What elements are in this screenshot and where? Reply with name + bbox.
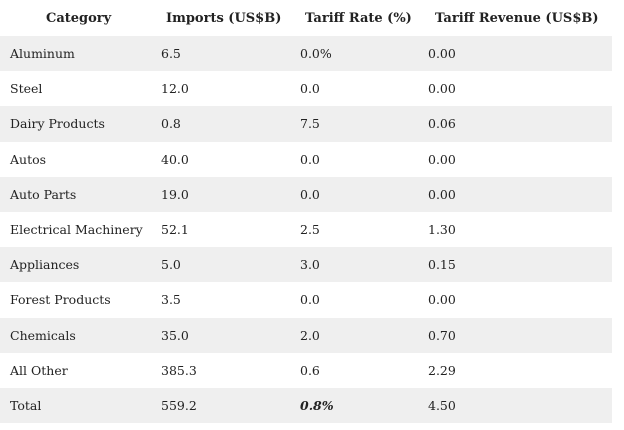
cell-category: Appliances — [0, 247, 152, 283]
cell-imports: 40.0 — [161, 151, 189, 167]
header-category: Category — [46, 10, 112, 26]
cell-tariff-rate: 0.0 — [299, 176, 427, 212]
header-tariff-revenue: Tariff Revenue (US$B) — [435, 10, 599, 26]
cell-tariff-rate: 7.5 — [299, 106, 427, 142]
cell-imports: 19.0 — [152, 176, 299, 212]
cell-tariff-rate: 0.0% — [299, 36, 427, 72]
cell-imports: 52.1 — [161, 222, 189, 238]
cell-category: Aluminum — [0, 36, 152, 72]
cell-category: Total — [0, 387, 152, 424]
table-row: Steel 12.0 0.0 0.00 — [0, 71, 612, 106]
cell-imports: 5.0 — [152, 247, 299, 283]
cell-tariff-rate: 0.0 — [300, 151, 320, 167]
cell-tariff-rate: 3.0 — [299, 247, 427, 283]
cell-tariff-rate: 0.8% — [299, 387, 427, 424]
cell-tariff-rate: 2.0 — [299, 317, 427, 353]
cell-tariff-revenue: 0.70 — [427, 317, 612, 353]
cell-tariff-revenue: 0.15 — [427, 247, 612, 283]
cell-tariff-revenue: 0.00 — [427, 176, 612, 212]
tariff-table: Category Imports (US$B) Tariff Rate (%) … — [0, 0, 612, 424]
cell-tariff-revenue: 0.00 — [428, 81, 456, 97]
cell-category: All Other — [10, 362, 68, 378]
table-row: Appliances 5.0 3.0 0.15 — [0, 247, 612, 283]
table-row: Forest Products 3.5 0.0 0.00 — [0, 282, 612, 317]
cell-category: Electrical Machinery — [10, 222, 143, 238]
header-imports: Imports (US$B) — [166, 10, 282, 26]
total-row: Total 559.2 0.8% 4.50 — [0, 387, 612, 424]
cell-tariff-revenue: 0.06 — [427, 106, 612, 142]
table-row: Auto Parts 19.0 0.0 0.00 — [0, 176, 612, 212]
cell-imports: 559.2 — [152, 387, 299, 424]
table-row: Aluminum 6.5 0.0% 0.00 — [0, 36, 612, 72]
cell-imports: 3.5 — [161, 292, 181, 308]
table-row: Dairy Products 0.8 7.5 0.06 — [0, 106, 612, 142]
cell-category: Dairy Products — [0, 106, 152, 142]
cell-tariff-revenue: 4.50 — [427, 387, 612, 424]
table-row: Autos 40.0 0.0 0.00 — [0, 142, 612, 177]
cell-tariff-revenue: 0.00 — [428, 292, 456, 308]
cell-imports: 385.3 — [161, 362, 197, 378]
tariff-table-container: Category Imports (US$B) Tariff Rate (%) … — [0, 0, 612, 424]
cell-tariff-rate: 2.5 — [300, 222, 320, 238]
cell-category: Chemicals — [0, 317, 152, 353]
cell-tariff-revenue: 2.29 — [428, 362, 456, 378]
cell-category: Forest Products — [10, 292, 111, 308]
cell-imports: 6.5 — [152, 36, 299, 72]
header-row: Category Imports (US$B) Tariff Rate (%) … — [0, 0, 612, 36]
cell-imports: 12.0 — [161, 81, 189, 97]
table-row: All Other 385.3 0.6 2.29 — [0, 353, 612, 388]
cell-tariff-rate: 0.6 — [300, 362, 320, 378]
page-margin — [612, 0, 624, 430]
cell-category: Auto Parts — [0, 176, 152, 212]
cell-tariff-rate: 0.0 — [300, 292, 320, 308]
cell-tariff-revenue: 0.00 — [427, 36, 612, 72]
header-tariff-rate: Tariff Rate (%) — [305, 10, 412, 26]
cell-tariff-revenue: 0.00 — [428, 151, 456, 167]
table-row: Electrical Machinery 52.1 2.5 1.30 — [0, 212, 612, 247]
cell-tariff-rate: 0.0 — [300, 81, 320, 97]
cell-imports: 35.0 — [152, 317, 299, 353]
cell-imports: 0.8 — [152, 106, 299, 142]
cell-category: Steel — [10, 81, 43, 97]
cell-category: Autos — [10, 151, 47, 167]
table-row: Chemicals 35.0 2.0 0.70 — [0, 317, 612, 353]
cell-tariff-revenue: 1.30 — [428, 222, 456, 238]
